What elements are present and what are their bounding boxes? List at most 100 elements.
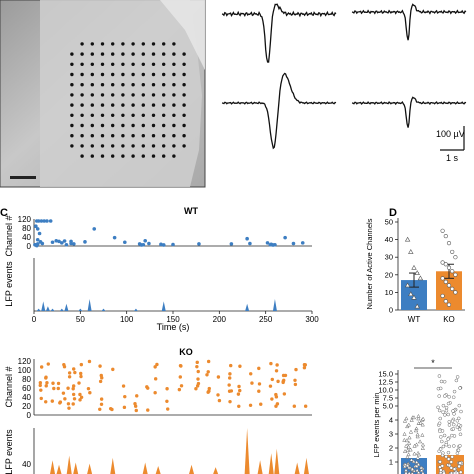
panel-e-point-wt: [409, 457, 414, 462]
electrode: [121, 134, 125, 138]
ko-raster-dot: [196, 369, 200, 374]
panel-e-point-wt: [418, 465, 424, 470]
wt-raster-dot: [35, 227, 40, 231]
ko-lfp-bar: [50, 460, 56, 474]
ko-raster-dot: [77, 381, 81, 385]
ko-raster-dot: [87, 359, 92, 364]
panel-e-point-ko: [451, 422, 456, 427]
wt-raster-dot: [40, 241, 45, 246]
electrode: [121, 72, 125, 77]
ko-raster-dot: [206, 370, 210, 374]
electrode: [162, 113, 166, 118]
panel-d-point-ko: [443, 262, 448, 267]
ko-raster-dot: [229, 363, 233, 368]
electrode-grid: [70, 42, 186, 158]
wt-lfp-bar: [36, 308, 41, 311]
panel-e-point-ko: [452, 389, 457, 394]
panel-e-point-wt: [412, 451, 417, 456]
electrode: [121, 103, 125, 107]
ko-lfp-bar: [274, 448, 280, 474]
panel-d-point-ko: [446, 302, 452, 307]
panel-d-point-wt: [414, 270, 420, 275]
wt-time-ticks: 0 50 100 150 200 250 300: [32, 311, 319, 324]
ko-raster-dot: [194, 387, 198, 391]
electrode: [121, 93, 125, 97]
ko-raster-dot: [206, 359, 211, 364]
ko-channel-tick-label: 120: [18, 357, 32, 366]
electrode: [182, 113, 186, 118]
ko-raster-dot: [39, 396, 43, 401]
wt-raster-dot: [123, 240, 127, 245]
panel-e-point-ko: [451, 409, 455, 413]
ko-channel-tick-label: 80: [22, 375, 31, 384]
electrode: [80, 134, 84, 138]
ko-lfp-bar: [294, 462, 300, 474]
electrode: [100, 42, 105, 46]
wt-raster-dot: [60, 241, 64, 245]
wt-raster-dot: [283, 235, 287, 240]
electrode: [111, 134, 115, 138]
electrode: [131, 72, 135, 77]
panel-e-point-wt: [406, 422, 411, 427]
panel-d-point-ko: [446, 283, 452, 288]
ko-raster-dot: [88, 390, 92, 395]
ko-lfp-bar: [257, 460, 263, 474]
panel-e-point-wt: [410, 466, 415, 471]
scale-voltage-label: 100 µV: [436, 129, 465, 139]
ko-ylabel-channel: Channel #: [4, 366, 14, 407]
panel-e-point-wt: [420, 432, 425, 437]
ko-raster-dot: [249, 372, 253, 376]
wt-lfp-bars: [36, 299, 277, 311]
panel-e-tick-label: 1: [389, 458, 393, 467]
panel-e-point-ko: [439, 435, 443, 439]
ko-raster-dot: [123, 394, 127, 399]
panel-e-tick-label: 5.0: [383, 402, 393, 411]
ko-raster-dot: [58, 401, 62, 405]
electrode: [100, 62, 105, 66]
electrode: [151, 154, 156, 158]
ko-raster-dot: [63, 397, 67, 401]
ko-raster-dot: [293, 378, 297, 382]
ko-raster-dot: [302, 366, 307, 370]
wt-raster-dots: [33, 219, 305, 248]
electrode: [162, 62, 166, 66]
electrode: [90, 103, 95, 107]
ko-raster-dot: [237, 404, 241, 408]
ko-raster-dot: [153, 365, 157, 369]
panel-d-point-ko: [440, 276, 445, 281]
ko-lfp-bar: [189, 464, 195, 474]
wt-title: WT: [184, 206, 198, 216]
electrode: [162, 144, 166, 148]
wt-raster-dot: [141, 242, 146, 247]
ko-channel-tick-label: 100: [18, 366, 32, 375]
ko-raster-dot: [274, 369, 279, 373]
ko-raster-dot: [66, 402, 71, 406]
electrode: [131, 144, 135, 148]
electrode: [100, 134, 105, 138]
ko-ylabel-lfp: LFP events: [4, 429, 14, 474]
electrode: [162, 93, 166, 97]
wt-lfp-bar: [272, 299, 277, 311]
ko-raster-dot: [196, 381, 201, 386]
electrode: [172, 83, 176, 87]
ko-raster-dot: [275, 402, 280, 406]
electrode: [111, 83, 115, 87]
electrode: [151, 144, 156, 148]
electrode: [90, 144, 95, 148]
ko-raster-dot: [229, 389, 234, 393]
wt-raster-dot: [39, 219, 44, 223]
panel-e-point-ko: [447, 463, 452, 468]
electrode: [100, 103, 105, 107]
panel-e-point-wt: [406, 452, 411, 457]
panel-e-point-ko: [444, 405, 449, 410]
electrode: [100, 83, 105, 87]
wt-raster-dot: [72, 242, 76, 246]
electrode: [70, 123, 74, 128]
electrode: [162, 123, 166, 128]
panel-e-ylabel: LFP events per min: [372, 393, 381, 458]
ko-raster-dot: [146, 408, 150, 412]
ko-raster-dot: [86, 386, 91, 391]
wt-lfp-bar: [50, 308, 55, 311]
ko-raster-dot: [146, 386, 150, 390]
